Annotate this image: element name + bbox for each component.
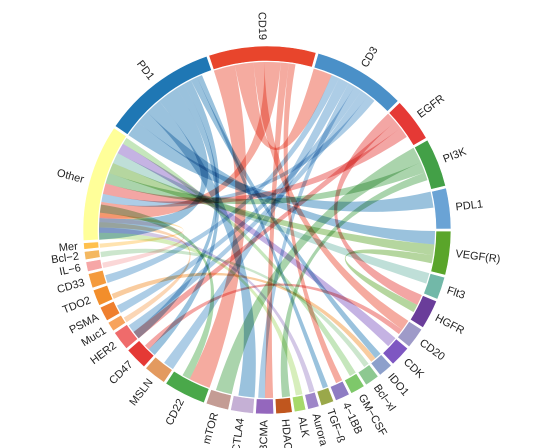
arc-flt3 — [423, 273, 446, 300]
label-bcl-2: Bcl−2 — [50, 251, 79, 267]
arc-pi3k — [413, 139, 446, 190]
arc-cd19 — [208, 45, 317, 71]
label-il-6: IL−6 — [58, 262, 82, 278]
ribbon-vegf-r-other — [108, 162, 435, 256]
ribbon-cd19-cd22 — [189, 65, 247, 388]
ribbon-bcl-xl-bcl-2 — [100, 248, 369, 367]
label-hdac: HDAC — [279, 419, 294, 448]
arc-bcl-2 — [83, 249, 101, 261]
arc-4-1bb — [329, 380, 350, 402]
label-cd20: CD20 — [417, 337, 447, 363]
arc-bcma — [255, 398, 275, 415]
arc-cd3 — [313, 52, 399, 112]
arc-other — [82, 127, 127, 241]
arc-vegf-r — [430, 230, 452, 276]
label-hgfr: HGFR — [433, 312, 466, 337]
arc-cd20 — [397, 320, 423, 348]
arc-pdl1 — [431, 187, 452, 230]
arcs-layer — [82, 45, 452, 415]
ribbon-pd1-other — [99, 88, 209, 240]
ribbon-cd3-other — [101, 95, 375, 207]
label-pi3k: PI3K — [441, 145, 468, 165]
label-mtor: mTOR — [201, 411, 221, 445]
ribbons-layer — [99, 62, 435, 398]
label-alk: ALK — [295, 416, 311, 439]
label-cdk: CDK — [401, 356, 427, 381]
label-vegf-r: VEGF(R) — [455, 248, 501, 266]
ribbon-cd3-msln — [164, 78, 349, 370]
label-ctla4: CTLA4 — [230, 417, 247, 448]
label-bcma: BCMA — [258, 419, 270, 448]
label-egfr: EGFR — [415, 93, 447, 121]
label-pdl1: PDL1 — [455, 198, 484, 213]
arc-mer — [83, 241, 100, 250]
ribbon-il-6-other — [99, 216, 185, 269]
label-other: Other — [56, 167, 86, 186]
arc-ido1 — [370, 354, 392, 376]
arc-psma — [99, 300, 121, 322]
arc-mtor — [205, 389, 232, 411]
arc-tdo2 — [92, 284, 114, 306]
ribbon-flt3-other — [112, 153, 430, 284]
ribbon-egfr-other — [102, 128, 407, 204]
arc-alk — [291, 394, 307, 413]
label-msln: MSLN — [127, 377, 155, 409]
label-cd33: CD33 — [56, 277, 86, 296]
label-cd22: CD22 — [164, 397, 187, 428]
arc-egfr — [388, 102, 427, 146]
label-mer: Mer — [58, 241, 78, 255]
label-flt3: Flt3 — [445, 285, 466, 302]
label-cd19: CD19 — [255, 12, 268, 40]
arc-cdk — [382, 338, 409, 365]
ribbon-pd1-tgf — [196, 75, 328, 389]
arc-gm-csf — [344, 373, 365, 394]
arc-pd1 — [114, 55, 212, 135]
arc-muc1 — [107, 314, 127, 332]
label-cd47: CD47 — [107, 359, 135, 387]
ribbon-pi3k-mtor — [215, 147, 421, 395]
ribbon-vegf-r-hgfr — [344, 249, 434, 313]
arc-bcl-xl — [357, 364, 379, 386]
arc-aurora-b — [304, 391, 320, 410]
label-pd1: PD1 — [134, 58, 157, 82]
arc-il-6 — [85, 259, 103, 273]
arc-cd22 — [165, 370, 210, 404]
arc-msln — [145, 356, 173, 383]
ribbon-mer-other — [99, 212, 184, 248]
arc-ctla4 — [230, 395, 255, 414]
ribbon-pd1-vegf-r — [138, 112, 435, 245]
arc-cd47 — [127, 340, 155, 368]
ribbon-pd1-pdl1 — [128, 122, 434, 212]
arc-her2 — [114, 324, 139, 350]
ribbon-cdk-other — [117, 143, 396, 347]
arc-cd33 — [87, 269, 108, 289]
label-cd3: CD3 — [359, 45, 381, 70]
arc-tgf — [316, 387, 335, 407]
ribbon-cd19-4-1bb — [283, 63, 343, 384]
label-tdo2: TDO2 — [61, 294, 93, 316]
arc-hdac — [274, 397, 293, 415]
arc-hgfr — [409, 295, 438, 329]
